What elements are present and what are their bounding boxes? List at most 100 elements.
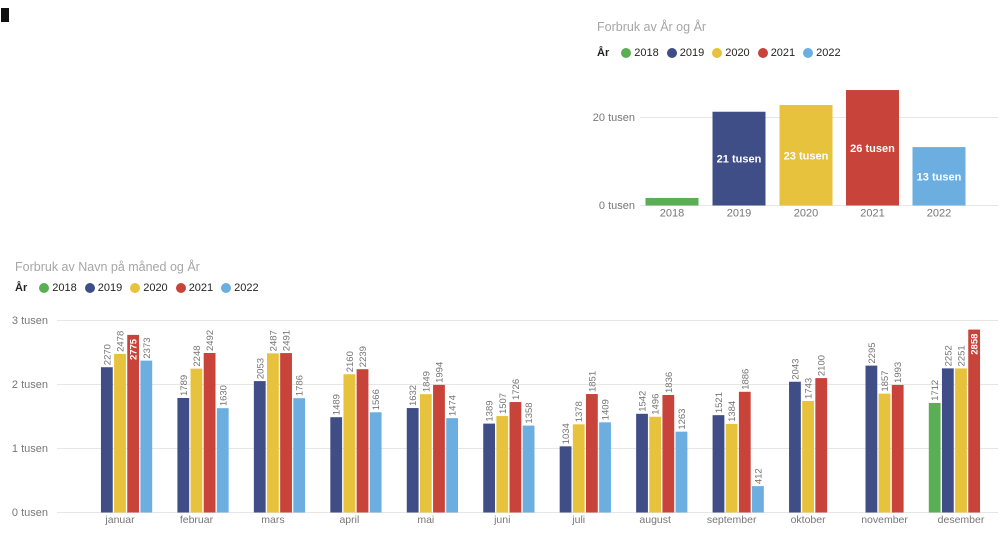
legend-item-2020[interactable]: 2020: [712, 47, 750, 59]
y-tick-label: 0 tusen: [12, 507, 48, 519]
bar-2019-november[interactable]: [865, 365, 878, 513]
bar-2022-august[interactable]: [675, 431, 688, 513]
x-tick-label: 2020: [794, 208, 818, 220]
y-tick-label: 3 tusen: [12, 315, 48, 327]
bar-2020-total[interactable]: [779, 105, 833, 206]
bar-2021-desember[interactable]: [968, 329, 981, 513]
legend-dot-2021: [757, 48, 768, 58]
legend-label: 2022: [816, 47, 841, 59]
x-tick-label: januar: [104, 514, 135, 526]
bar-2022-mai[interactable]: [446, 418, 459, 513]
bar-2020-april[interactable]: [343, 374, 356, 513]
bar-2020-juli[interactable]: [572, 424, 585, 513]
bar-value-label: 1789: [179, 375, 190, 396]
legend-item-2019[interactable]: 2019: [84, 282, 122, 294]
bar-value-label: 2491: [282, 330, 293, 351]
bar-value-label: 1507: [498, 393, 509, 414]
bar-2022-februar[interactable]: [216, 408, 229, 513]
x-tick-label: 2022: [927, 208, 951, 220]
bar-2019-juni[interactable]: [483, 423, 496, 513]
legend-item-2022[interactable]: 2022: [803, 47, 841, 59]
bar-2020-januar[interactable]: [114, 353, 126, 513]
bar-2019-august[interactable]: [636, 413, 648, 513]
bar-2021-mai[interactable]: [433, 384, 445, 513]
legend-label: 2019: [679, 47, 705, 59]
bar-2019-januar[interactable]: [100, 367, 113, 513]
bar-2019-desember[interactable]: [941, 368, 954, 513]
bar-2021-april[interactable]: [356, 369, 369, 513]
bar-value-label: 26 tusen: [850, 143, 895, 155]
bar-value-label: 2373: [142, 337, 153, 358]
bar-2021-september[interactable]: [738, 391, 751, 513]
bar-2022-januar[interactable]: [140, 360, 153, 513]
bar-2021-november[interactable]: [891, 384, 904, 513]
bar-2019-total[interactable]: [712, 111, 766, 206]
legend-item-2022[interactable]: 2022: [221, 282, 259, 294]
bar-2022-mars[interactable]: [293, 398, 306, 513]
legend-dot-2018: [621, 48, 632, 58]
bar-value-label: 2160: [345, 351, 356, 372]
bar-2021-januar[interactable]: [127, 334, 140, 513]
bar-2022-juni[interactable]: [522, 425, 535, 513]
legend-item-2018[interactable]: 2018: [621, 47, 659, 59]
bar-value-label: 2295: [867, 342, 878, 363]
bar-2021-juni[interactable]: [509, 402, 522, 513]
bar-2021-februar[interactable]: [203, 353, 216, 513]
bar-2022-juli[interactable]: [599, 422, 611, 513]
bar-2021-august[interactable]: [662, 394, 675, 513]
bar-value-label: 1384: [727, 401, 738, 422]
bar-2019-september[interactable]: [712, 415, 725, 513]
bar-2020-november[interactable]: [878, 393, 891, 513]
legend-item-2021[interactable]: 2021: [175, 282, 213, 294]
bar-value-label: 2775: [129, 338, 140, 360]
bar-2019-februar[interactable]: [177, 398, 190, 513]
x-tick-label: april: [339, 514, 359, 526]
bar-2019-mai[interactable]: [406, 408, 419, 513]
bar-2020-mai[interactable]: [419, 394, 432, 513]
bar-value-label: 2248: [192, 345, 203, 366]
bar-2019-april[interactable]: [330, 417, 343, 513]
yearly-consumption-chart[interactable]: Forbruk av År og År År 2018 2019 2020 2021 2…: [590, 15, 998, 230]
bar-2020-februar[interactable]: [190, 368, 203, 513]
x-tick-label: august: [639, 514, 671, 526]
bar-2020-oktober[interactable]: [802, 400, 814, 513]
bar-2018-total[interactable]: [645, 197, 699, 206]
legend-item-2019[interactable]: 2019: [666, 47, 705, 59]
legend-label: 2018: [634, 47, 659, 59]
monthly-chart-title: Forbruk av Navn på måned og År: [15, 260, 200, 274]
legend-dot-2022: [803, 48, 814, 58]
bar-2021-juli[interactable]: [585, 394, 598, 513]
bar-value-label: 1849: [421, 371, 432, 392]
bar-2019-juli[interactable]: [559, 446, 572, 513]
bar-2019-oktober[interactable]: [789, 381, 801, 513]
x-tick-label: 2021: [860, 208, 884, 220]
bar-value-label: 1566: [371, 389, 382, 410]
bar-2021-total[interactable]: [846, 90, 899, 206]
bar-2021-mars[interactable]: [280, 353, 292, 513]
bar-2022-september[interactable]: [752, 486, 764, 513]
bar-value-label: 1409: [601, 399, 612, 420]
bar-2021-oktober[interactable]: [815, 378, 828, 513]
bar-2022-april[interactable]: [369, 412, 382, 513]
legend-item-2021[interactable]: 2021: [757, 47, 795, 59]
bar-2020-mars[interactable]: [267, 353, 279, 513]
x-tick-label: februar: [180, 514, 214, 526]
x-tick-label: 2019: [727, 208, 751, 220]
bar-2019-mars[interactable]: [253, 381, 266, 513]
legend-item-2020[interactable]: 2020: [130, 282, 168, 294]
bar-2020-august[interactable]: [649, 416, 662, 513]
bar-2020-juni[interactable]: [496, 416, 509, 513]
legend-item-2018[interactable]: 2018: [39, 282, 77, 294]
bar-value-label: 1994: [434, 362, 445, 383]
bar-2022-total[interactable]: [912, 147, 966, 206]
bar-2020-september[interactable]: [725, 423, 738, 513]
cursor-caret: [1, 8, 9, 22]
legend-label: 2018: [52, 282, 77, 294]
monthly-consumption-chart[interactable]: Forbruk av Navn på måned og År År 2018 20…: [8, 252, 998, 539]
legend-dot-2019: [84, 283, 95, 293]
bar-2018-desember[interactable]: [928, 402, 941, 513]
bar-value-label: 412: [753, 468, 764, 484]
x-tick-label: juni: [493, 514, 510, 526]
bar-2020-desember[interactable]: [955, 368, 967, 513]
